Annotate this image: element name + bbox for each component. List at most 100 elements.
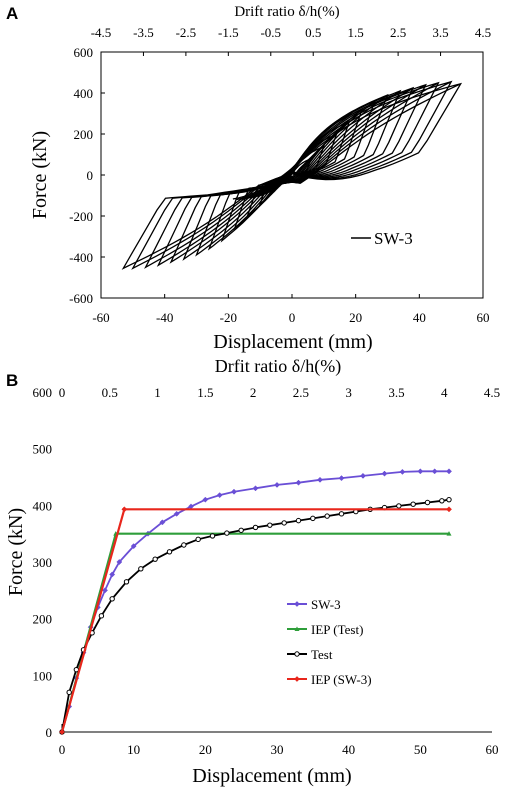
panel-b-x-tick-label: 30 [271,742,284,757]
panel-a-y-axis-label: Force (kN) [29,131,51,219]
panel-a-y-tick-label: 0 [87,168,94,183]
data-point-marker [294,651,300,657]
panel-b-x-tick-label: 60 [486,742,499,757]
data-point-marker [446,506,452,513]
data-point-marker [123,579,130,585]
panel-a-top-tick-label: -0.5 [260,25,281,40]
data-point-marker [439,498,445,504]
data-point-marker [209,533,216,539]
data-point-marker [417,468,424,475]
data-point-marker [59,729,65,735]
data-point-marker [109,571,116,578]
panel-a-top-tick-label: 4.5 [475,25,491,40]
data-point-marker [295,479,302,486]
panel-b-top-tick-label: 0 [59,385,66,400]
data-point-marker [294,601,300,607]
data-point-marker [446,468,452,475]
panel-a-hysteresis-loop [121,82,463,270]
data-point-marker [116,559,123,565]
panel-a-top-axis-label: Drift ratio δ/h(%) [234,4,339,20]
data-point-marker [138,566,144,572]
panel-a-x-tick-label: -40 [156,310,173,325]
panel-a-top-tick-label: 1.5 [348,25,364,40]
panel-a-x-tick-label: 60 [477,310,490,325]
panel-a-y-ticks: -600 -400 -200 0 200 400 600 [69,45,105,306]
data-point-marker [360,472,366,479]
data-point-marker [295,517,302,524]
panel-a-y-tick-label: -600 [69,291,93,306]
panel-b-y-tick-label: 600 [33,385,53,400]
data-point-marker [252,524,259,531]
panel-b-legend-label: IEP (Test) [311,622,363,637]
panel-b-top-tick-label: 1.5 [197,385,213,400]
panel-a-y-tick-label: -200 [69,209,93,224]
data-point-marker [181,542,187,548]
panel-b-curves [59,468,452,735]
data-point-marker [195,536,201,543]
panel-b-top-tick-label: 2.5 [293,385,309,400]
panel-a-top-tick-label: -3.5 [133,25,154,40]
panel-a-y-tick-label: -400 [69,250,93,265]
panel-a-x-tick-label: 0 [289,310,296,325]
panel-b-y-ticks: 0 100 200 300 400 500 600 [33,385,53,740]
panel-a-x-tick-label: -60 [92,310,109,325]
panel-a-top-tick-label: -1.5 [218,25,239,40]
panel-b-top-tick-label: 3 [345,385,352,400]
panel-b-top-tick-label: 3.5 [388,385,404,400]
panel-b-y-tick-label: 400 [33,498,53,513]
data-point-marker [294,626,300,631]
data-point-marker [310,515,316,522]
panel-b-x-tick-label: 20 [199,742,212,757]
data-point-marker [274,481,280,488]
panel-b-legend: SW-3 IEP (Test) Test IEP (SW-3) [287,597,372,687]
panel-b-y-tick-label: 300 [33,555,53,570]
data-point-marker [252,485,259,492]
panel-a-x-tick-label: -20 [220,310,237,325]
panel-b-series-line [60,508,449,733]
panel-a-y-tick-label: 600 [74,45,94,60]
panel-b-y-tick-label: 500 [33,442,53,457]
data-point-marker [98,613,105,619]
panel-a-label: A [6,4,18,23]
data-point-marker [152,556,158,562]
panel-b-legend-label: Test [311,647,333,662]
panel-a-top-tick-label: -4.5 [91,25,112,40]
panel-a-top-tick-label: 2.5 [390,25,406,40]
panel-a-top-tick-label: 3.5 [432,25,448,40]
panel-a-y-tick-label: 200 [74,127,94,142]
data-point-marker [446,531,452,536]
panel-b-label: B [6,371,18,390]
panel-b-y-tick-label: 100 [33,668,53,683]
data-point-marker [281,520,287,526]
panel-a-legend-label: SW-3 [374,229,413,248]
data-point-marker [109,596,115,602]
panel-b-legend-label: SW-3 [311,597,341,612]
data-point-marker [121,506,128,513]
panel-b-x-axis-label: Displacement (mm) [192,765,351,787]
panel-b-top-tick-label: 4 [441,385,448,400]
data-point-marker [102,587,108,594]
panel-b-top-tick-label: 2 [250,385,257,400]
data-point-marker [159,519,166,526]
data-point-marker [424,499,431,506]
data-point-marker [338,511,345,517]
panel-a-x-tick-label: 40 [413,310,426,325]
panel-b-x-ticks: 0 10 20 30 40 50 60 [59,742,499,757]
panel-b-top-tick-label: 4.5 [484,385,500,400]
data-point-marker [410,501,416,507]
data-point-marker [267,522,273,528]
data-point-marker [224,530,230,536]
data-point-marker [238,527,244,533]
panel-b-x-tick-label: 10 [127,742,140,757]
data-point-marker [130,543,137,550]
panel-b-legend-label: IEP (SW-3) [311,672,372,687]
data-point-marker [317,476,323,483]
panel-a-x-axis-label: Displacement (mm) [213,331,372,353]
data-point-marker [231,488,237,495]
data-point-marker [399,468,406,475]
panel-b-y-axis-label: Force (kN) [5,508,27,596]
data-point-marker [173,510,180,517]
data-point-marker [202,496,209,503]
panel-b-y-tick-label: 200 [33,612,53,627]
